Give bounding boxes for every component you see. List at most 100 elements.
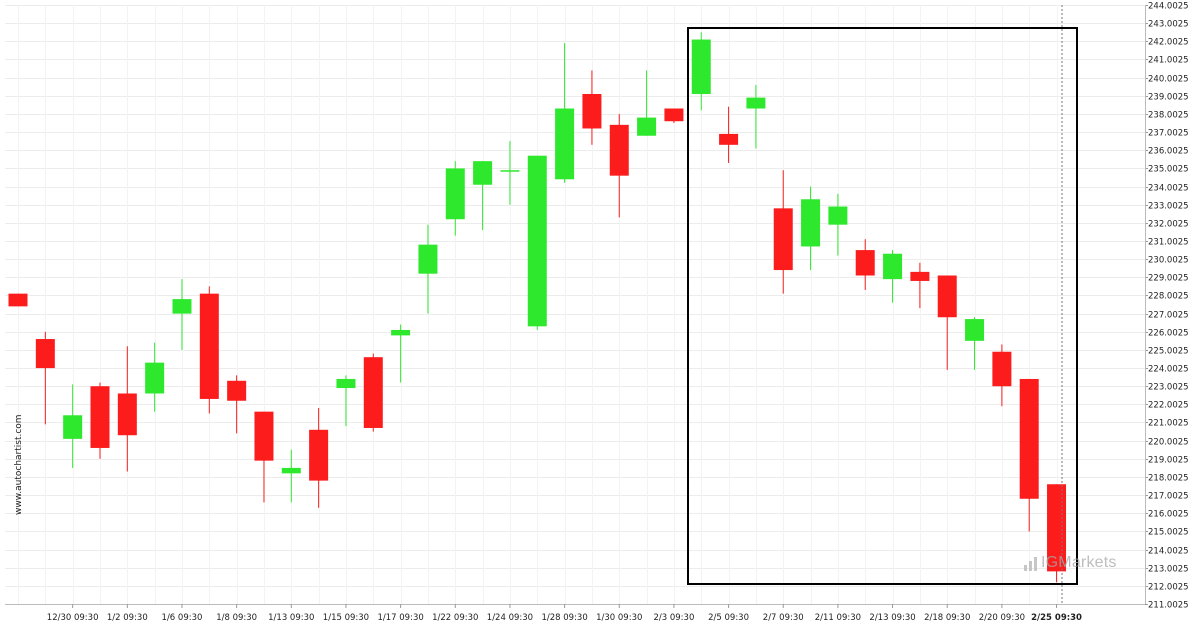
candle-body <box>227 380 247 401</box>
bearish-candle <box>117 346 137 472</box>
x-tick-label: 1/8 09:30 <box>216 613 257 623</box>
candle-body <box>473 161 493 185</box>
candle-body <box>1047 484 1067 572</box>
bullish-candle <box>555 43 575 183</box>
bearish-candle <box>35 331 55 425</box>
y-tick-label: 244.0025 <box>1148 2 1189 12</box>
signal-bars-icon <box>1024 555 1037 571</box>
bullish-candle <box>391 324 411 383</box>
y-tick-label: 212.0025 <box>1148 583 1189 593</box>
bearish-candle <box>992 344 1012 407</box>
candle-body <box>418 244 438 274</box>
candle-body <box>609 124 629 176</box>
candle-body <box>582 93 602 129</box>
x-tick-label: 1/24 09:30 <box>487 613 533 623</box>
candle-body <box>172 299 192 314</box>
y-tick-label: 221.0025 <box>1148 419 1189 429</box>
candle-body <box>691 39 711 94</box>
bearish-candle <box>1019 378 1039 532</box>
candle-body <box>992 351 1012 387</box>
bullish-candle <box>500 141 520 205</box>
bearish-candle <box>8 293 28 307</box>
bearish-candle <box>254 411 274 503</box>
bearish-candle <box>609 113 629 218</box>
y-tick-label: 229.0025 <box>1148 274 1189 284</box>
y-tick-label: 235.0025 <box>1148 165 1189 175</box>
y-tick-label: 238.0025 <box>1148 111 1189 121</box>
y-tick-label: 216.0025 <box>1148 510 1189 520</box>
candle-body <box>855 250 875 276</box>
x-tick-label: 2/13 09:30 <box>869 613 915 623</box>
y-tick-label: 239.0025 <box>1148 93 1189 103</box>
bullish-candle <box>63 384 83 468</box>
pattern-highlight-box <box>687 27 1078 585</box>
x-tick-label: 12/30 09:30 <box>47 613 99 623</box>
x-tick-label: 1/13 09:30 <box>268 613 314 623</box>
candle-body <box>746 97 766 109</box>
candle-body <box>35 339 55 369</box>
bullish-candle <box>828 193 848 256</box>
bearish-candle <box>773 170 793 294</box>
bearish-candle <box>90 382 110 459</box>
candle-body <box>254 411 274 461</box>
y-tick-label: 240.0025 <box>1148 75 1189 85</box>
grid-lines <box>5 5 1145 605</box>
x-tick-label: 1/17 09:30 <box>377 613 423 623</box>
bullish-candle <box>445 161 465 236</box>
y-tick-label: 241.0025 <box>1148 56 1189 66</box>
candle-body <box>281 467 301 474</box>
bearish-candle <box>719 106 739 163</box>
candle-body <box>309 429 329 481</box>
bearish-candle <box>363 353 383 432</box>
candle-body <box>336 378 356 389</box>
y-axis: 244.0025 243.0025 242.0025 241.0025 240.0025… <box>1145 2 1189 611</box>
candle-body <box>63 415 83 439</box>
y-tick-label: 223.0025 <box>1148 383 1189 393</box>
bullish-candle <box>336 375 356 427</box>
x-tick-label: 2/20 09:30 <box>979 613 1025 623</box>
x-tick-label: 1/30 09:30 <box>596 613 642 623</box>
x-tick-label: 2/18 09:30 <box>924 613 970 623</box>
candle-body <box>1019 378 1039 499</box>
x-tick-label: 1/15 09:30 <box>323 613 369 623</box>
bullish-candle <box>637 70 657 136</box>
bearish-candle <box>1047 484 1067 583</box>
candle-body <box>555 108 575 180</box>
bullish-candle <box>418 224 438 314</box>
bullish-candle <box>691 32 711 111</box>
candle-body <box>828 206 848 225</box>
x-tick-label: 1/2 09:30 <box>107 613 148 623</box>
bearish-candle <box>199 286 219 414</box>
x-tick-label: 2/11 09:30 <box>815 613 861 623</box>
y-tick-label: 226.0025 <box>1148 329 1189 339</box>
x-tick-label: 2/25 09:30 <box>1031 613 1082 623</box>
bullish-candle <box>145 342 165 412</box>
y-tick-label: 228.0025 <box>1148 292 1189 302</box>
bearish-candle <box>910 262 930 309</box>
bullish-candle <box>746 84 766 149</box>
y-tick-label: 237.0025 <box>1148 129 1189 139</box>
y-tick-label: 243.0025 <box>1148 20 1189 30</box>
candle-body <box>664 108 684 122</box>
x-tick-label: 1/22 09:30 <box>432 613 478 623</box>
candles <box>8 32 1067 583</box>
bullish-candle <box>473 161 493 231</box>
x-axis: 12/30 09:30 1/2 09:30 1/6 09:30 1/8 09:30 1/… <box>5 604 1145 623</box>
candle-body <box>527 155 547 327</box>
x-tick-label: 1/28 09:30 <box>541 613 587 623</box>
bearish-candle <box>664 108 684 124</box>
bearish-candle <box>582 70 602 145</box>
y-tick-label: 218.0025 <box>1148 474 1189 484</box>
y-tick-label: 242.0025 <box>1148 38 1189 48</box>
y-tick-label: 219.0025 <box>1148 456 1189 466</box>
candle-body <box>883 253 903 280</box>
y-tick-label: 232.0025 <box>1148 220 1189 230</box>
y-tick-label: 217.0025 <box>1148 492 1189 502</box>
candle-body <box>719 133 739 145</box>
bearish-candle <box>855 239 875 291</box>
y-tick-label: 215.0025 <box>1148 528 1189 538</box>
candle-body <box>637 117 657 136</box>
watermark-text: www.autochartist.com <box>14 414 24 515</box>
y-tick-label: 211.0025 <box>1148 601 1189 611</box>
candle-body <box>145 362 165 394</box>
